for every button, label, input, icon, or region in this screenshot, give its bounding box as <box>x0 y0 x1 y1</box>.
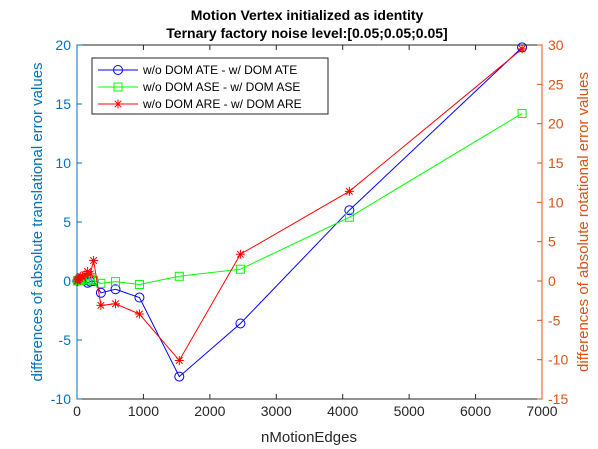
legend: w/o DOM ATE - w/ DOM ATE w/o DOM ASE - w/… <box>91 57 329 115</box>
series-layer <box>72 42 528 382</box>
legend-label: w/o DOM ASE - w/ DOM ASE <box>142 80 300 94</box>
data-point-star <box>174 355 184 365</box>
data-point-square <box>235 264 245 274</box>
legend-marker-circle <box>113 65 123 75</box>
data-point-square <box>174 271 184 281</box>
y-right-tick-label: 20 <box>548 116 564 132</box>
data-point-square <box>517 108 527 118</box>
axis-ticks: 0 1000 2000 3000 4000 5000 6000 7000 -10 -5 0 5 10 15… <box>51 37 569 419</box>
data-point-star <box>96 300 106 310</box>
data-point-circle <box>134 292 145 303</box>
data-point-star <box>111 299 121 309</box>
legend-box <box>91 57 329 115</box>
data-point-square <box>111 277 121 287</box>
y-left-tick-label: 0 <box>63 273 71 289</box>
y-right-tick-label: 15 <box>548 155 564 171</box>
data-point-square <box>134 280 144 290</box>
y-right-tick-label: -10 <box>548 352 568 368</box>
y-right-tick-label: 30 <box>548 37 564 53</box>
data-point-star <box>85 269 95 279</box>
x-tick-label: 6000 <box>460 403 491 419</box>
data-point-square <box>344 212 354 222</box>
legend-label: w/o DOM ATE - w/ DOM ATE <box>142 63 297 77</box>
data-point-star <box>235 249 245 259</box>
y-left-tick-label: 5 <box>63 214 71 230</box>
legend-marker-star <box>113 99 123 109</box>
data-point-star <box>344 186 354 196</box>
legend-label: w/o DOM ARE - w/ DOM ARE <box>142 97 302 111</box>
data-point-star <box>89 256 99 266</box>
chart-title: Motion Vertex initialized as identity <box>191 7 424 23</box>
x-tick-label: 0 <box>73 403 81 419</box>
x-tick-label: 3000 <box>261 403 292 419</box>
x-tick-label: 5000 <box>394 403 425 419</box>
y-left-tick-label: 15 <box>55 96 71 112</box>
x-tick-label: 2000 <box>194 403 225 419</box>
y-left-tick-label: -5 <box>59 332 72 348</box>
data-point-circle <box>174 371 185 382</box>
series-star <box>72 44 527 365</box>
y-right-tick-label: 10 <box>548 194 564 210</box>
data-point-circle <box>95 287 106 298</box>
data-point-star <box>134 309 144 319</box>
y-axis-left-label: differences of absolute translational er… <box>29 62 46 381</box>
chart-subtitle: Ternary factory noise level:[0.05;0.05;0… <box>166 25 447 41</box>
y-right-tick-label: 25 <box>548 76 564 92</box>
data-point-circle <box>344 205 355 216</box>
y-right-tick-label: -15 <box>548 391 568 407</box>
data-point-circle <box>110 284 121 295</box>
data-point-square <box>89 275 99 285</box>
y-left-tick-label: -10 <box>51 391 71 407</box>
y-right-tick-label: 5 <box>548 234 556 250</box>
data-point-star <box>72 276 82 286</box>
data-point-star <box>517 44 527 54</box>
legend-marker-square <box>113 82 123 92</box>
data-point-circle <box>235 318 246 329</box>
y-right-tick-label: 0 <box>548 273 556 289</box>
x-axis-label: nMotionEdges <box>261 429 357 446</box>
y-left-tick-label: 20 <box>55 37 71 53</box>
y-axis-right-label: differences of absolute rotational error… <box>575 72 592 372</box>
x-tick-label: 4000 <box>327 403 358 419</box>
data-point-star <box>75 271 85 281</box>
x-tick-label: 1000 <box>128 403 159 419</box>
y-right-tick-label: -5 <box>548 312 561 328</box>
x-tick-label: 7000 <box>526 403 557 419</box>
y-left-tick-label: 10 <box>55 155 71 171</box>
